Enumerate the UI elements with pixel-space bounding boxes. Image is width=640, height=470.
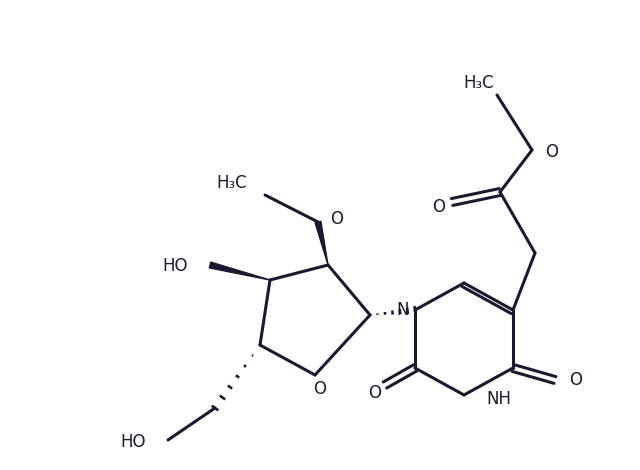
Text: N: N	[397, 301, 409, 319]
Text: O: O	[569, 371, 582, 389]
Text: O: O	[433, 198, 445, 216]
Polygon shape	[209, 262, 270, 280]
Text: H₃C: H₃C	[463, 74, 494, 92]
Text: HO: HO	[163, 257, 188, 275]
Text: HO: HO	[120, 433, 146, 451]
Text: O: O	[330, 210, 343, 228]
Text: NH: NH	[486, 390, 511, 408]
Text: O: O	[545, 143, 558, 161]
Text: O: O	[314, 380, 326, 398]
Text: H₃C: H₃C	[216, 174, 247, 192]
Polygon shape	[315, 221, 328, 265]
Text: O: O	[369, 384, 381, 402]
